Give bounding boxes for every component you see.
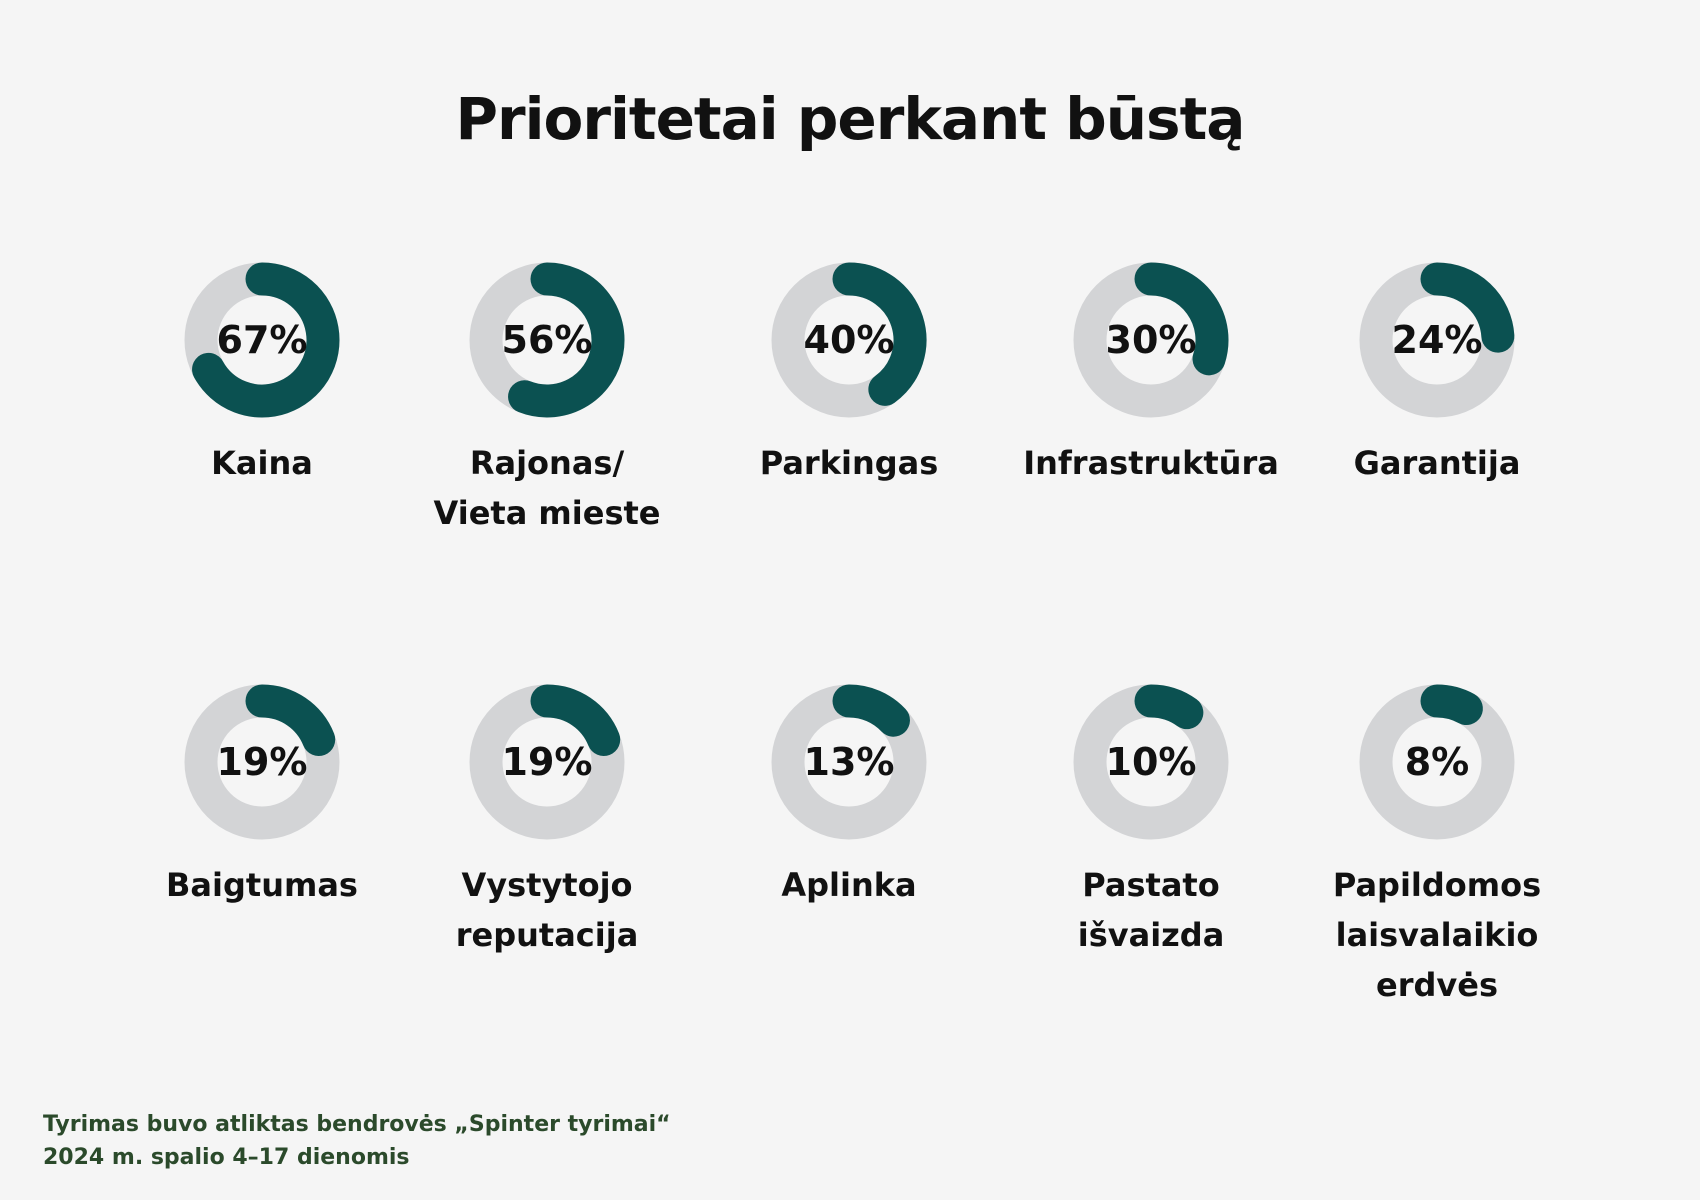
value-label: 8% — [1405, 740, 1470, 784]
value-label: 67% — [217, 318, 308, 362]
donut-arc — [832, 262, 927, 406]
source-note: Tyrimas buvo atliktas bendrovės „Spinter… — [43, 1112, 671, 1170]
category-label: Baigtumas — [166, 866, 358, 904]
category-label: Aplinka — [781, 866, 917, 904]
category-label: Garantija — [1353, 444, 1521, 482]
value-label: 30% — [1106, 318, 1197, 362]
value-label: 19% — [217, 740, 308, 784]
value-label: 24% — [1392, 318, 1483, 362]
category-label: Infrastruktūra — [1023, 444, 1279, 482]
value-label: 40% — [804, 318, 895, 362]
chart-title: Prioritetai perkant būstą — [455, 85, 1246, 153]
donut-arc — [1420, 684, 1483, 726]
donut-arc — [1134, 684, 1204, 730]
value-label: 19% — [502, 740, 593, 784]
value-label: 10% — [1106, 740, 1197, 784]
category-label: Papildomos laisvalaikio erdvės — [1332, 866, 1542, 1004]
category-label: Vystytojo reputacija — [455, 866, 639, 954]
donut-arc — [530, 684, 621, 757]
donut-arc — [832, 684, 910, 737]
category-label: Pastato išvaizda — [1077, 866, 1225, 954]
donut-arc — [245, 684, 336, 757]
value-label: 56% — [502, 318, 593, 362]
donut-arc — [192, 262, 340, 418]
donut-arc — [508, 262, 625, 418]
donut-arc — [1134, 262, 1229, 376]
value-label: 13% — [804, 740, 895, 784]
category-label: Rajonas/ Vieta mieste — [433, 444, 661, 532]
donut-arc — [1420, 262, 1515, 353]
category-label: Parkingas — [759, 444, 939, 482]
category-label: Kaina — [211, 444, 313, 482]
